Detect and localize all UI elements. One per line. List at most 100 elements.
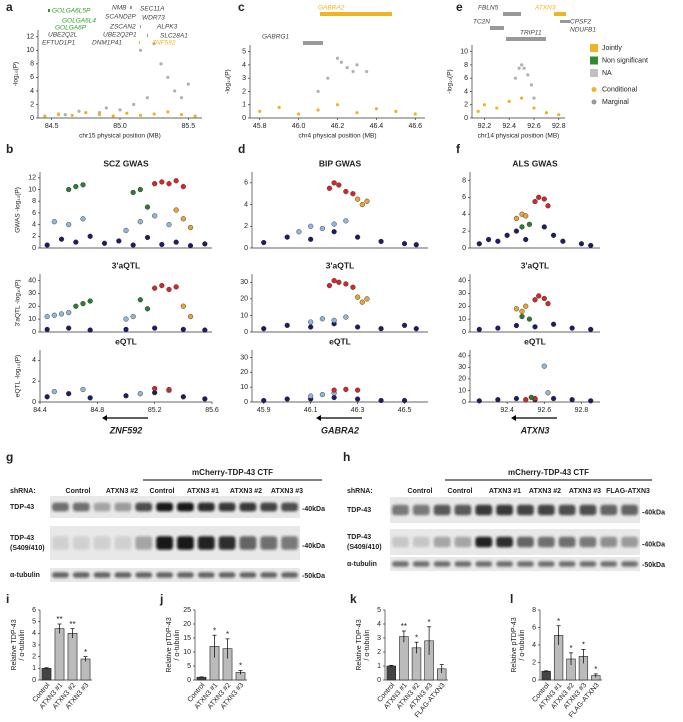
blot-band (558, 561, 576, 567)
point (545, 203, 551, 209)
point (326, 283, 333, 289)
point (513, 306, 520, 312)
blot-band (114, 572, 132, 578)
subplot-title: eQTL (115, 336, 137, 346)
point (378, 326, 384, 332)
panel-letter: h (343, 450, 350, 464)
blot-band (281, 572, 298, 578)
blot-band (52, 572, 69, 578)
point (66, 325, 72, 331)
gene-body (128, 16, 129, 19)
point (166, 222, 172, 228)
point (331, 394, 337, 401)
point (73, 303, 79, 309)
blot-band (537, 561, 555, 567)
x-tick-label: 46.6 (408, 123, 422, 130)
point (401, 397, 408, 404)
row-label: α-tubulin (347, 561, 377, 568)
point (87, 395, 93, 401)
gene-name: NDUFB1 (570, 27, 596, 34)
y-tick-label: 6 (532, 624, 536, 631)
row-label: TDP-43 (347, 534, 371, 541)
significance: * (213, 626, 216, 635)
point (476, 398, 482, 404)
y-tick-label: 0 (187, 677, 191, 684)
point (43, 114, 47, 118)
y-tick-label: 6 (32, 210, 36, 217)
point (138, 113, 143, 117)
y-axis-label: GWAS -log₁₀(P) (15, 187, 22, 233)
y-tick-label: 10 (26, 47, 34, 54)
y-axis-label: eQTL -log₁₀(P) (15, 355, 22, 397)
point (132, 102, 136, 107)
blot-band (496, 504, 513, 516)
x-tick-label: 92.4 (500, 407, 514, 414)
point (513, 215, 520, 222)
blot-background (50, 568, 300, 582)
point (144, 306, 151, 312)
point (331, 221, 337, 227)
point (180, 326, 186, 333)
gene-body (139, 41, 140, 44)
y-axis-label: -log₁₀(P) (447, 69, 454, 93)
gene-name: SEC11A (140, 6, 164, 13)
point (308, 393, 314, 399)
point (351, 69, 355, 74)
point (179, 113, 184, 117)
shrna-label: shRNA: (10, 488, 36, 495)
lane-label: FLAG-ATXN3 (606, 488, 650, 495)
point (166, 75, 170, 79)
point (482, 103, 486, 107)
y-tick-label: 2 (244, 223, 248, 230)
blot-band (454, 504, 472, 516)
point (173, 207, 179, 213)
panel-letter: e (456, 0, 463, 14)
blot-band (93, 502, 111, 512)
gene-body (554, 12, 566, 16)
point (152, 181, 158, 187)
blot-background (50, 496, 300, 518)
point (44, 326, 50, 333)
blot-band (579, 536, 597, 548)
point (523, 303, 529, 309)
point (152, 285, 158, 291)
y-tick-label: 8 (462, 177, 466, 184)
panel-letter: c (238, 0, 245, 14)
gene-name: ZSCAN2 (109, 24, 136, 31)
y-tick-label: 30 (240, 354, 248, 361)
blot-band (558, 536, 576, 548)
point (56, 112, 61, 116)
blot-band (412, 561, 430, 567)
y-tick-label: 10 (458, 316, 466, 323)
point (520, 96, 524, 100)
point (413, 326, 419, 332)
gene-name: NMB (112, 5, 127, 12)
significance: * (415, 633, 418, 642)
y-tick-label: 4 (32, 357, 36, 364)
y-tick-label: 2 (30, 101, 34, 108)
point (495, 106, 499, 110)
point (44, 313, 50, 320)
panel-letter: i (6, 592, 9, 606)
y-tick-label: 30 (458, 364, 466, 371)
blot-band (517, 536, 534, 548)
y-axis-label: Relative TDP-43 (356, 619, 363, 670)
subplot-title: 3'aQTL (112, 260, 140, 270)
y-tick-label: 10 (458, 387, 466, 394)
point (476, 326, 482, 333)
gene-name: EFTUD1P1 (42, 40, 76, 47)
gene-name: TRIP11 (520, 30, 542, 37)
lane-label: ATXN3 #3 (569, 488, 601, 495)
point (202, 396, 208, 402)
gene-name: GOLGA6L4 (62, 18, 96, 25)
blot-band (114, 502, 132, 512)
x-tick-label: 92.2 (478, 123, 492, 130)
point (159, 62, 163, 66)
gene-body (48, 9, 50, 12)
x-tick-label: 92.8 (552, 123, 566, 130)
y-tick-label: 2 (32, 654, 36, 661)
gene-body (130, 6, 132, 9)
treatment-header: mCherry-TDP-43 CTF (508, 468, 589, 477)
point (144, 204, 151, 210)
gene-body (140, 25, 141, 28)
